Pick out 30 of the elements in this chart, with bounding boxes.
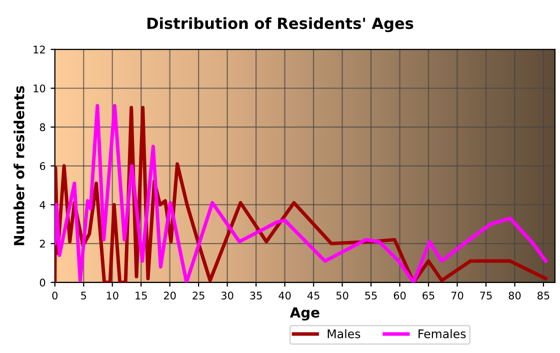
y-tick-label: 12	[34, 46, 45, 54]
x-tick-label: 0	[52, 292, 58, 300]
x-tick-label: 75	[480, 292, 492, 300]
y-tick-label: 6	[40, 162, 46, 170]
legend-label: Females	[418, 329, 466, 338]
y-tick-label: 10	[34, 84, 46, 92]
x-tick-label: 25	[192, 292, 204, 300]
y-tick-label: 0	[40, 278, 46, 287]
x-tick-label: 55	[365, 292, 377, 300]
x-tick-label: 80	[508, 292, 521, 300]
x-tick-label: 30	[221, 292, 234, 300]
y-tick-label: 4	[40, 201, 46, 209]
chart-title: Distribution of Residents' Ages	[147, 17, 414, 32]
legend-label: Males	[328, 329, 360, 338]
x-axis-title: Age	[290, 307, 320, 321]
x-tick-label: 10	[106, 292, 118, 300]
x-tick-label: 65	[422, 292, 434, 300]
x-tick-label: 15	[136, 292, 147, 300]
x-tick-label: 35	[250, 292, 262, 300]
x-tick-label: 50	[336, 292, 348, 300]
x-tick-label: 70	[451, 292, 464, 300]
y-tick-label: 2	[40, 240, 45, 248]
x-tick-label: 85	[538, 292, 550, 300]
x-tick-label: 45	[307, 292, 320, 300]
x-tick-label: 20	[164, 292, 176, 300]
x-tick-label: 5	[81, 292, 86, 300]
x-tick-label: 40	[278, 292, 291, 300]
y-tick-label: 8	[40, 123, 46, 132]
y-axis-title: Number of residents	[14, 86, 24, 246]
x-tick-label: 60	[394, 292, 406, 300]
